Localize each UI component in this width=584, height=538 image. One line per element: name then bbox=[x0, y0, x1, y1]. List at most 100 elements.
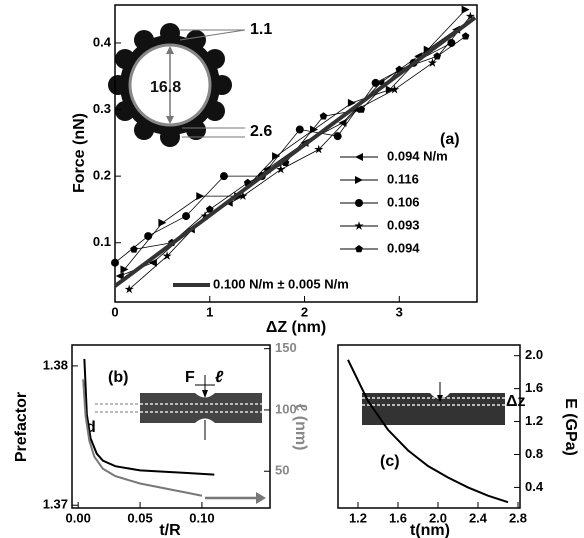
series-line bbox=[347, 359, 509, 504]
legend-label: 0.116 bbox=[387, 171, 419, 186]
y2-tick-label: 0.8 bbox=[525, 446, 543, 461]
marker bbox=[465, 11, 475, 21]
x-tick-label: 1 bbox=[206, 304, 213, 319]
marker bbox=[385, 85, 394, 94]
y2-tick-label: 1.2 bbox=[525, 413, 543, 428]
series-line bbox=[133, 35, 466, 250]
annotation: F bbox=[185, 369, 195, 386]
marker bbox=[433, 52, 442, 60]
x-tick-label: 0.00 bbox=[66, 510, 91, 525]
legend-label: 0.094 N/m bbox=[387, 148, 448, 163]
marker bbox=[347, 98, 356, 107]
annotation: d bbox=[86, 419, 96, 436]
y-tick-label: 0.2 bbox=[93, 168, 111, 183]
x-axis-label: ΔZ (nm) bbox=[266, 319, 326, 336]
y-axis-label: Force (nN) bbox=[71, 113, 88, 193]
legend-label: 0.106 bbox=[387, 194, 420, 209]
x-tick-label: 2 bbox=[301, 304, 308, 319]
marker bbox=[205, 205, 214, 213]
series-line bbox=[124, 9, 466, 270]
plot-frame bbox=[114, 4, 478, 303]
tube-inset bbox=[95, 375, 266, 504]
marker bbox=[111, 258, 119, 267]
y2-tick-label: 1.6 bbox=[525, 380, 543, 395]
panel-label: (c) bbox=[380, 453, 400, 470]
series-line bbox=[82, 379, 203, 497]
y2-tick-label: 2.0 bbox=[525, 347, 543, 362]
marker bbox=[354, 221, 364, 230]
marker bbox=[238, 191, 248, 201]
x-tick-label: 1.2 bbox=[349, 510, 367, 525]
plot-frame bbox=[71, 344, 271, 509]
x-tick-label: 3 bbox=[396, 304, 403, 319]
marker bbox=[219, 172, 228, 181]
y2-axis-label: E (GPa) bbox=[562, 398, 579, 456]
x-tick-label: 0.05 bbox=[127, 510, 152, 525]
annotation: 2.6 bbox=[250, 123, 272, 140]
y2-tick-label: 100 bbox=[275, 401, 297, 416]
legend-label: 0.094 bbox=[387, 240, 420, 255]
marker bbox=[120, 265, 129, 274]
marker bbox=[130, 245, 138, 253]
marker bbox=[461, 32, 470, 40]
y-tick-label: 0.3 bbox=[93, 101, 111, 116]
marker bbox=[352, 104, 362, 114]
marker bbox=[319, 112, 328, 120]
marker bbox=[158, 218, 167, 227]
marker bbox=[357, 105, 366, 113]
y2-tick-label: 150 bbox=[275, 340, 297, 355]
y-tick-label: 1.37 bbox=[43, 497, 68, 512]
marker bbox=[162, 251, 172, 260]
marker bbox=[196, 192, 205, 201]
annotation: 1.1 bbox=[250, 21, 272, 38]
marker bbox=[461, 5, 470, 14]
series-line bbox=[83, 358, 215, 476]
y2-axis-label: ℓ (nm) bbox=[292, 404, 309, 451]
x-axis-label: t/R bbox=[159, 522, 181, 538]
legend-label: 0.100 N/m ± 0.005 N/m bbox=[213, 276, 349, 291]
marker bbox=[371, 78, 380, 87]
tube-inset bbox=[362, 382, 505, 425]
marker bbox=[314, 144, 324, 154]
annotation: 16.8 bbox=[150, 79, 181, 96]
marker bbox=[355, 153, 363, 161]
marker bbox=[355, 245, 363, 253]
nanotube-ring bbox=[108, 23, 246, 147]
marker bbox=[272, 152, 281, 161]
x-tick-label: 0 bbox=[111, 304, 118, 319]
plot-frame bbox=[337, 344, 521, 509]
marker bbox=[355, 199, 363, 207]
marker bbox=[295, 125, 304, 134]
annotation: ℓ bbox=[215, 369, 224, 386]
marker bbox=[423, 45, 432, 54]
x-axis-label: t(nm) bbox=[410, 522, 450, 538]
y2-tick-label: 0.4 bbox=[525, 479, 544, 494]
y-tick-label: 0.4 bbox=[93, 34, 112, 49]
marker bbox=[389, 84, 400, 94]
x-tick-label: 2.4 bbox=[469, 510, 488, 525]
x-tick-label: 1.6 bbox=[389, 510, 407, 525]
legend-label: 0.093 bbox=[387, 217, 420, 232]
marker bbox=[333, 132, 342, 141]
series-line bbox=[128, 16, 471, 290]
marker bbox=[144, 232, 153, 241]
marker bbox=[200, 211, 210, 220]
x-tick-label: 2.8 bbox=[509, 510, 527, 525]
annotation: Δz bbox=[506, 393, 526, 410]
y-axis-label: Prefactor bbox=[13, 392, 30, 462]
marker bbox=[338, 118, 347, 127]
marker bbox=[182, 212, 191, 221]
x-tick-label: 0.10 bbox=[189, 510, 214, 525]
panel-label: (a) bbox=[440, 131, 460, 148]
marker bbox=[124, 284, 134, 294]
y-tick-label: 0.1 bbox=[93, 234, 111, 249]
panel-label: (b) bbox=[108, 369, 128, 386]
marker bbox=[427, 58, 438, 67]
series-line bbox=[113, 16, 477, 288]
y-tick-label: 1.38 bbox=[43, 357, 68, 372]
marker bbox=[355, 176, 363, 184]
marker bbox=[148, 258, 157, 267]
marker bbox=[276, 164, 286, 174]
x-tick-label: 2.0 bbox=[429, 510, 447, 525]
